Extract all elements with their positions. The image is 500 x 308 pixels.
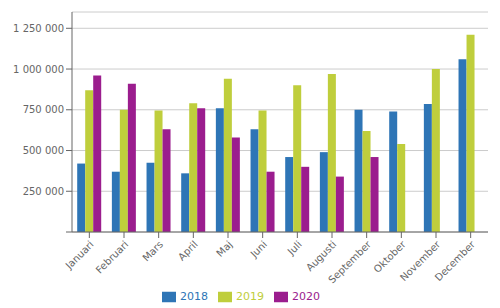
svg-text:Februari: Februari <box>94 239 131 276</box>
svg-text:December: December <box>433 238 478 283</box>
svg-text:1 250 000: 1 250 000 <box>13 23 64 34</box>
html-text:2020: 2020 <box>292 290 320 303</box>
svg-text:September: September <box>326 238 373 285</box>
svg-text:Maj: Maj <box>214 239 234 259</box>
svg-text:750 000: 750 000 <box>23 104 64 115</box>
svg-text:April: April <box>176 239 200 263</box>
svg-text:1 000 000: 1 000 000 <box>13 64 64 75</box>
svg-text:Juli: Juli <box>285 239 304 258</box>
html-text:2019: 2019 <box>236 290 264 303</box>
svg-text:Juni: Juni <box>248 239 270 261</box>
svg-text:500 000: 500 000 <box>23 145 64 156</box>
html-text:2018: 2018 <box>180 290 208 303</box>
svg-text:November: November <box>397 238 443 284</box>
svg-text:Mars: Mars <box>140 239 165 264</box>
svg-text:Oktober: Oktober <box>371 238 408 275</box>
svg-text:Augusti: Augusti <box>304 239 338 273</box>
svg-text:250 000: 250 000 <box>23 186 64 197</box>
svg-text:Januari: Januari <box>63 239 96 272</box>
